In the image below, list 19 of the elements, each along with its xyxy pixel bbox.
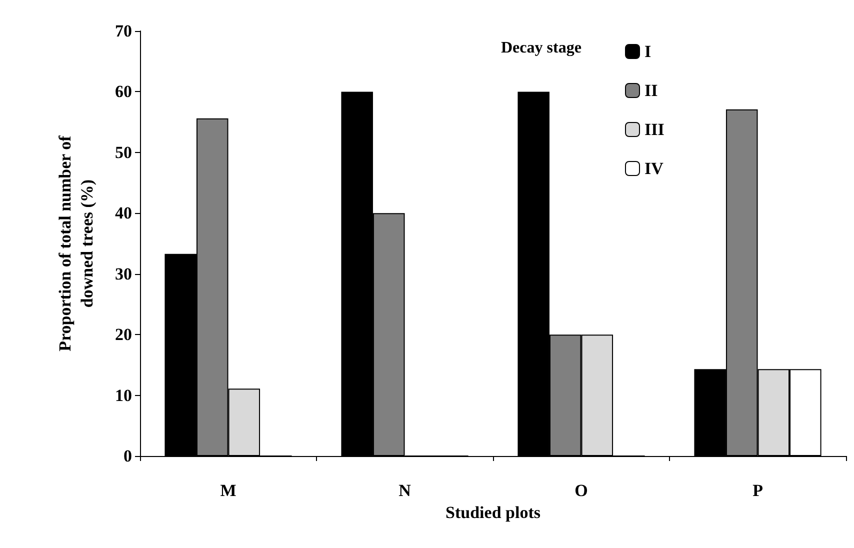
y-tick-label: 70 bbox=[115, 22, 132, 40]
legend-title: Decay stage bbox=[501, 40, 582, 56]
x-tick-label: M bbox=[220, 481, 236, 500]
x-tick-label: O bbox=[574, 481, 588, 500]
y-tick-label: 0 bbox=[124, 446, 132, 466]
y-tick-label: 20 bbox=[115, 325, 132, 344]
x-tick-label: N bbox=[398, 481, 412, 500]
legend-label: II bbox=[644, 81, 658, 100]
legend-label: III bbox=[644, 120, 665, 139]
y-axis-title: Proportion of total number of downed trees (%) bbox=[56, 135, 96, 352]
y-tick-label: 60 bbox=[115, 82, 132, 102]
y-tick-label: 10 bbox=[115, 386, 132, 405]
y-tick-label: 50 bbox=[115, 142, 132, 162]
legend-label: IV bbox=[644, 159, 664, 178]
legend-label: I bbox=[644, 42, 652, 61]
x-axis-title: Studied plots bbox=[446, 502, 541, 522]
y-tick-label: 30 bbox=[115, 264, 132, 284]
x-tick-label: P bbox=[752, 481, 763, 500]
y-tick-label: 40 bbox=[115, 204, 132, 223]
